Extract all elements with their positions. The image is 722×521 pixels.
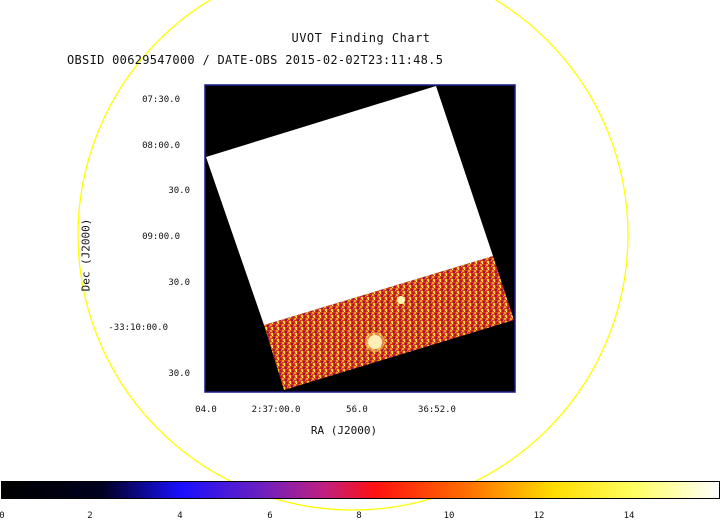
- y-tick-label: 30.0: [168, 369, 190, 379]
- colorbar-tick-label: 12: [533, 511, 545, 521]
- colorbar-frame: [1, 481, 720, 499]
- y-tick-label: 07:30.0: [142, 95, 180, 105]
- colorbar-tick-label: 8: [356, 511, 362, 521]
- colorbar-tick-label: 4: [177, 511, 183, 521]
- x-tick-label: 04.0: [195, 405, 217, 415]
- x-tick-label: 56.0: [346, 405, 368, 415]
- y-tick-label: 30.0: [168, 186, 190, 196]
- colorbar-tick-label: 14: [623, 511, 635, 521]
- y-axis-title: Dec (J2000): [79, 218, 93, 292]
- y-tick-label: 08:00.0: [142, 141, 180, 151]
- bright-source: [365, 332, 385, 352]
- colorbar-tick-label: 6: [267, 511, 273, 521]
- uvot-field-circle: [77, 0, 629, 511]
- colorbar-tick-label: 2: [87, 511, 93, 521]
- y-tick-label: -33:10:00.0: [108, 323, 168, 333]
- colorbar-tick-label: 10: [443, 511, 455, 521]
- exposure-saturated-region: [206, 86, 493, 325]
- x-axis-title: RA (J2000): [310, 424, 378, 437]
- y-tick-label: 30.0: [168, 278, 190, 288]
- exposure-noise-region: [264, 256, 514, 390]
- x-tick-label: 2:37:00.0: [251, 405, 301, 415]
- faint-source: [397, 296, 405, 304]
- chart-title: UVOT Finding Chart: [291, 31, 431, 45]
- colorbar-gradient: [2, 482, 719, 498]
- colorbar-tick-label: 0: [0, 511, 5, 521]
- x-tick-label: 36:52.0: [418, 405, 456, 415]
- y-tick-label: 09:00.0: [142, 232, 180, 242]
- chart-subtitle: OBSID 00629547000 / DATE-OBS 2015-02-02T…: [67, 53, 444, 67]
